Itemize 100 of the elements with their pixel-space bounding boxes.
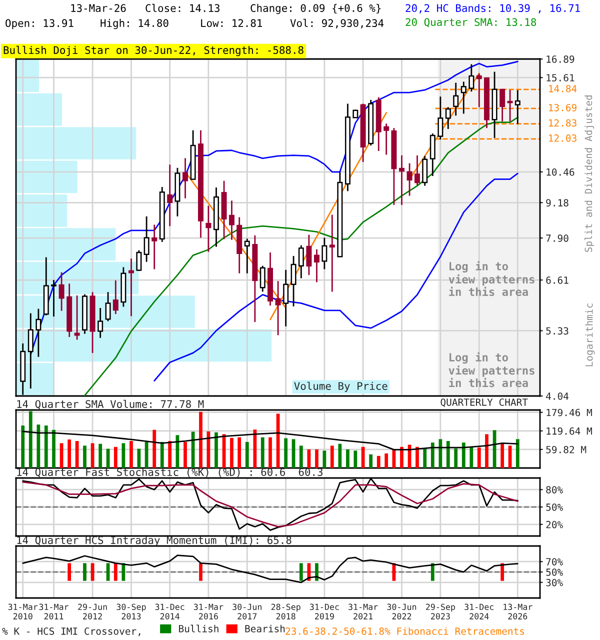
bar [253,430,257,468]
candlestick [58,272,64,312]
x-tick-label: 29-Jun 2012 [78,604,107,620]
text: Logarithmic [585,304,595,366]
candlestick [128,258,134,317]
candlestick [112,280,118,315]
bar [485,434,488,468]
text: Change: 0.09 {+0.6 %} [250,4,381,14]
bar [338,444,342,468]
candlestick [399,154,404,206]
y-tick-label: 6.61 [546,276,568,284]
candlestick [445,106,451,130]
y-tick-label: 50% [546,504,563,511]
text: 13-Mar-26 [71,4,126,12]
annotation: Volume By Price [294,382,388,392]
legend-title: % K - HCS IMI Crossover, [2,627,140,636]
text: Low: 12.81 [201,19,262,28]
annotation: Log in to view patterns in this area [448,352,534,388]
candlestick [182,157,188,200]
bar [21,426,25,468]
bar [516,439,520,468]
bar [284,438,288,468]
legend-label: Bearish [245,624,285,632]
candlestick [430,132,436,177]
y-tick-label: 50% [546,568,563,576]
candlestick [306,234,312,276]
ref-line-label: 13.69 [549,104,576,112]
text: 23.6-38.2-50-61.8% Fibonacci Retracements [286,627,524,635]
bar [122,443,126,468]
bar [44,426,48,468]
candlestick [51,279,57,318]
x-tick-label: 31-Dec 2024 [464,604,494,620]
bar [214,432,218,468]
bar [230,438,234,468]
bar [160,442,164,468]
candlestick [414,154,420,186]
text: Bullish Doji Star on 30-Jun-22, Strength: -588.8 [4,46,304,56]
text: 20 Quarter SMA: 13.18 [406,18,536,28]
y-tick-label: 5.33 [546,327,568,335]
bar [346,449,350,468]
y-tick-label: 20% [546,520,563,528]
bar [299,446,303,468]
bar [68,439,72,468]
band-label: Log in to view patterns in this area [448,261,534,296]
text: Close: 14.13 [146,4,220,12]
bar [376,456,380,468]
candlestick [507,89,513,122]
bar [114,446,118,468]
candlestick [500,88,506,122]
bar [315,449,318,468]
candlestick [438,96,444,140]
candlestick [314,248,320,283]
bar [238,437,242,468]
ref-line-label: 12.03 [549,134,576,142]
y-tick-label: 10.46 [546,168,574,176]
bar [28,411,32,468]
bar [416,446,419,468]
bar [462,442,466,468]
candlestick [460,80,466,114]
candlestick [36,308,42,358]
bar [322,450,326,468]
bar [52,430,56,468]
bar [152,430,156,468]
candlestick [136,250,142,272]
y-tick-label: 16.89 [546,56,574,63]
bar [384,453,388,468]
candlestick [105,291,111,322]
line-series [22,430,518,450]
candlestick [260,265,266,292]
y-tick-label: 9.18 [546,199,568,206]
text: Open: 13.91 [6,19,74,30]
candlestick [228,200,234,241]
candlestick [453,82,459,116]
x-tick-label: 28-Sep 2018 [271,604,300,620]
x-tick-label: 31-Mar 2010 [8,604,38,620]
bar [500,443,504,468]
candlestick [275,280,281,336]
candlestick [290,255,296,308]
candlestick [28,312,34,390]
bar [98,444,102,468]
bar [268,437,272,468]
candlestick [74,294,80,340]
x-tick-label: 31-Dec 2014 [155,604,184,620]
y-tick-label: 59.82 M [546,446,586,454]
candlestick [152,224,158,270]
x-tick-label: 13-Mar 2026 [504,604,532,620]
y-tick-label: 179.46 M [546,408,592,416]
y-tick-label: 30% [546,578,563,586]
x-tick-label: 31-Mar 2016 [194,604,224,620]
legend-label: Bullish [179,624,218,632]
candlestick [384,122,390,156]
bar [438,439,442,468]
candlestick [406,162,412,196]
x-tick-label: 30-Jun 2022 [387,604,416,620]
bar [423,448,427,468]
y-tick-label: 70% [546,558,563,566]
bar [168,441,172,468]
x-tick-label: 31-Mar 2021 [348,604,378,620]
bar [454,448,458,468]
ref-line-label: 12.83 [549,119,576,127]
